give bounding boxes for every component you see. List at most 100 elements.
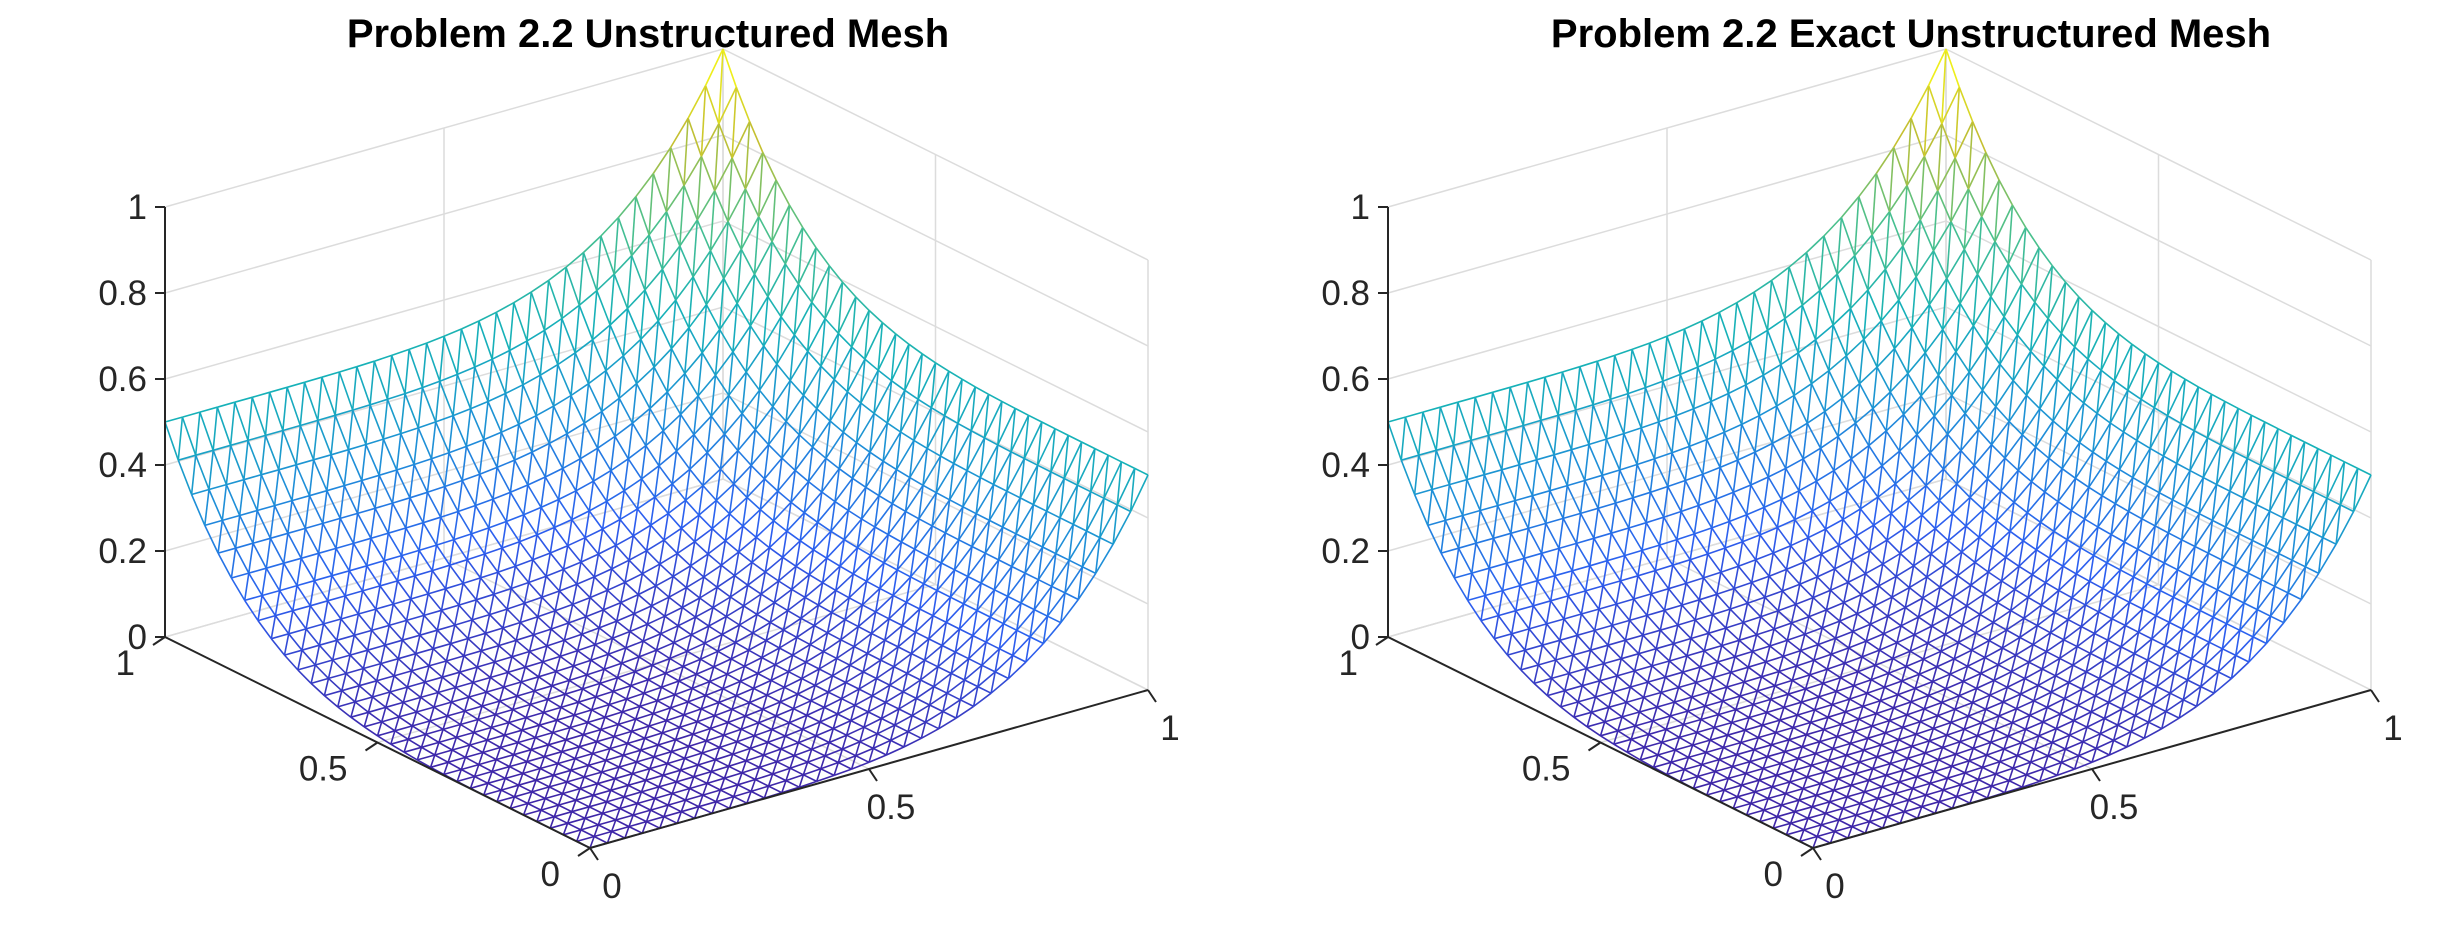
mesh-edge [686,634,693,652]
mesh-edge [659,616,666,634]
mesh-edge [1625,701,1640,713]
mesh-edge [709,673,728,683]
mesh-edge [744,715,759,724]
mesh-edge [815,735,830,744]
mesh-edge [390,738,409,745]
mesh-edge [979,444,999,478]
mesh-edge [270,615,277,639]
mesh-edge [535,779,550,788]
mesh-edge [820,365,835,381]
mesh-edge [1050,471,1065,480]
mesh-edge [502,621,521,629]
mesh-edge [1611,603,1618,626]
mesh-edge [1492,386,1511,394]
mesh-edge [529,703,545,714]
mesh-edge [361,590,377,610]
mesh-edge [675,733,694,741]
mesh-edge [1647,676,1666,683]
mesh-edge [1694,599,1701,621]
mesh-edge [1025,642,1044,663]
mesh-edge [628,820,647,828]
mesh-edge [1915,733,1930,742]
mesh-edge [1532,605,1548,625]
mesh-edge [495,301,515,314]
mesh-edge [610,819,617,832]
mesh-edge [737,450,752,466]
mesh-edge [904,477,911,512]
mesh-edge [932,614,947,624]
mesh-edge [1659,610,1666,631]
mesh-edge [824,755,839,764]
mesh-edge [582,688,597,698]
mesh-edge [964,679,979,688]
mesh-edge [570,769,585,778]
mesh-edge [625,640,644,649]
mesh-edge [1673,637,1692,645]
mesh-edge [539,767,554,777]
mesh-edge [409,497,424,524]
mesh-edge [1841,718,1859,726]
mesh-edge [571,519,586,539]
mesh-edge [805,650,824,663]
mesh-edge [742,525,757,538]
mesh-edge [785,420,800,436]
mesh-edge [1644,343,1651,388]
mesh-edge [2021,741,2036,751]
mesh-edge [933,672,952,688]
mesh-edge [1710,392,1729,403]
mesh-edge [212,407,219,451]
mesh-edge [1850,784,1865,793]
mesh-edge [1785,792,1800,801]
mesh-edge [1821,819,1840,826]
mesh-edge [593,835,608,844]
mesh-edge [264,392,271,436]
mesh-edge [1033,579,1040,610]
mesh-edge [1765,661,1780,673]
mesh-edge [1678,724,1685,738]
mesh-edge [837,296,857,334]
mesh-edge [509,765,524,775]
mesh-edge [706,777,725,785]
mesh-edge [1836,735,1851,745]
mesh-edge [383,533,390,561]
mesh-edge [380,707,387,723]
mesh-edge [1868,779,1883,788]
mesh-edge [271,633,289,640]
mesh-edge [1656,706,1671,717]
mesh-edge [666,372,686,393]
mesh-edge [959,679,966,700]
mesh-edge [697,764,712,773]
mesh-edge [439,336,445,382]
mesh-edge [1938,753,1957,761]
mesh-edge [626,308,642,340]
mesh-edge [491,358,507,394]
mesh-edge [679,726,694,735]
mesh-edge [1980,709,1987,724]
mesh-edge [547,698,562,709]
mesh-edge [1474,397,1490,436]
mesh-edge [671,483,687,501]
mesh-edge [1705,739,1711,753]
mesh-edge [282,533,289,564]
mesh-edge [1925,789,1944,796]
mesh-edge [617,723,632,733]
mesh-edge [1059,517,1074,526]
mesh-edge [1815,752,1830,762]
mesh-edge [645,774,664,782]
mesh-edge [963,658,970,681]
mesh-edge [1059,484,1079,519]
mesh-edge [1660,676,1667,693]
mesh-edge [1802,782,1821,790]
mesh-edge [1067,434,1082,443]
mesh-edge [1626,746,1645,753]
mesh-edge [1591,706,1610,714]
mesh-edge [1870,615,1889,625]
mesh-edge [883,562,898,571]
mesh-edge [340,595,346,620]
mesh-edge [525,661,544,668]
mesh-edge [1964,772,1979,781]
mesh-edge [761,656,776,666]
mesh-edge [702,794,717,803]
mesh-edge [977,671,996,688]
mesh-edge [1006,566,1013,597]
